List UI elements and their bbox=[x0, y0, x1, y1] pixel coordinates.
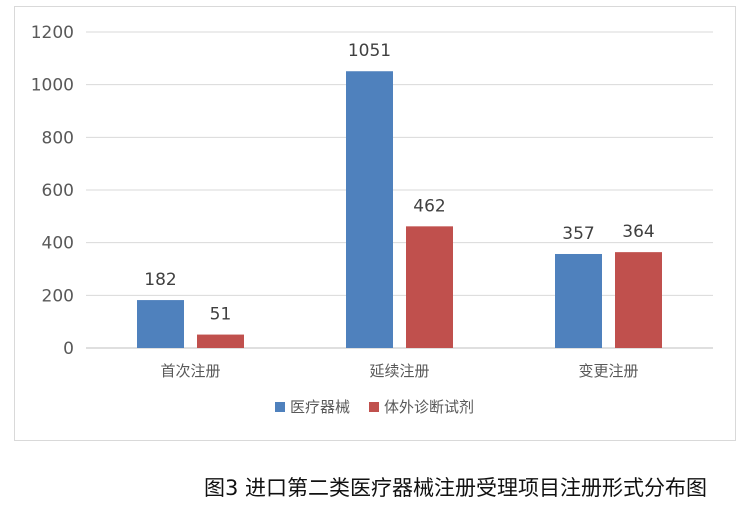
category-label: 延续注册 bbox=[369, 362, 429, 380]
y-tick-label: 1200 bbox=[31, 23, 74, 43]
y-tick-label: 400 bbox=[42, 234, 74, 254]
category-label: 变更注册 bbox=[578, 362, 638, 380]
legend-swatch bbox=[275, 402, 285, 412]
x-axis-categories: 首次注册 延续注册 变更注册 bbox=[160, 362, 638, 380]
bar bbox=[555, 253, 602, 348]
data-label: 182 bbox=[144, 270, 176, 290]
y-axis-ticks: 0 200 400 600 800 1000 1200 bbox=[31, 23, 74, 359]
y-tick-label: 600 bbox=[42, 181, 74, 201]
figure-caption: 图3 进口第二类医疗器械注册受理项目注册形式分布图 bbox=[203, 476, 707, 500]
data-label: 357 bbox=[562, 224, 594, 244]
bar bbox=[615, 252, 662, 348]
data-label: 51 bbox=[210, 305, 232, 325]
chart: 0 200 400 600 800 1000 1200 182 51 1051 462 357 364… bbox=[31, 23, 713, 416]
legend-swatch bbox=[369, 402, 379, 412]
data-labels: 182 51 1051 462 357 364 bbox=[144, 41, 654, 324]
gridlines bbox=[86, 31, 713, 349]
legend-label: 医疗器械 bbox=[290, 398, 350, 416]
bar bbox=[137, 300, 184, 348]
y-tick-label: 200 bbox=[42, 286, 74, 306]
y-tick-label: 0 bbox=[63, 339, 74, 359]
y-tick-label: 800 bbox=[42, 128, 74, 148]
legend: 医疗器械 体外诊断试剂 bbox=[275, 398, 474, 416]
category-label: 首次注册 bbox=[160, 362, 220, 380]
data-label: 1051 bbox=[348, 41, 391, 61]
data-label: 462 bbox=[413, 196, 445, 216]
bar bbox=[346, 71, 393, 348]
legend-label: 体外诊断试剂 bbox=[384, 398, 474, 416]
bars bbox=[137, 71, 662, 348]
bar bbox=[197, 334, 244, 348]
bar bbox=[406, 226, 453, 348]
y-tick-label: 1000 bbox=[31, 76, 74, 96]
data-label: 364 bbox=[622, 222, 654, 242]
